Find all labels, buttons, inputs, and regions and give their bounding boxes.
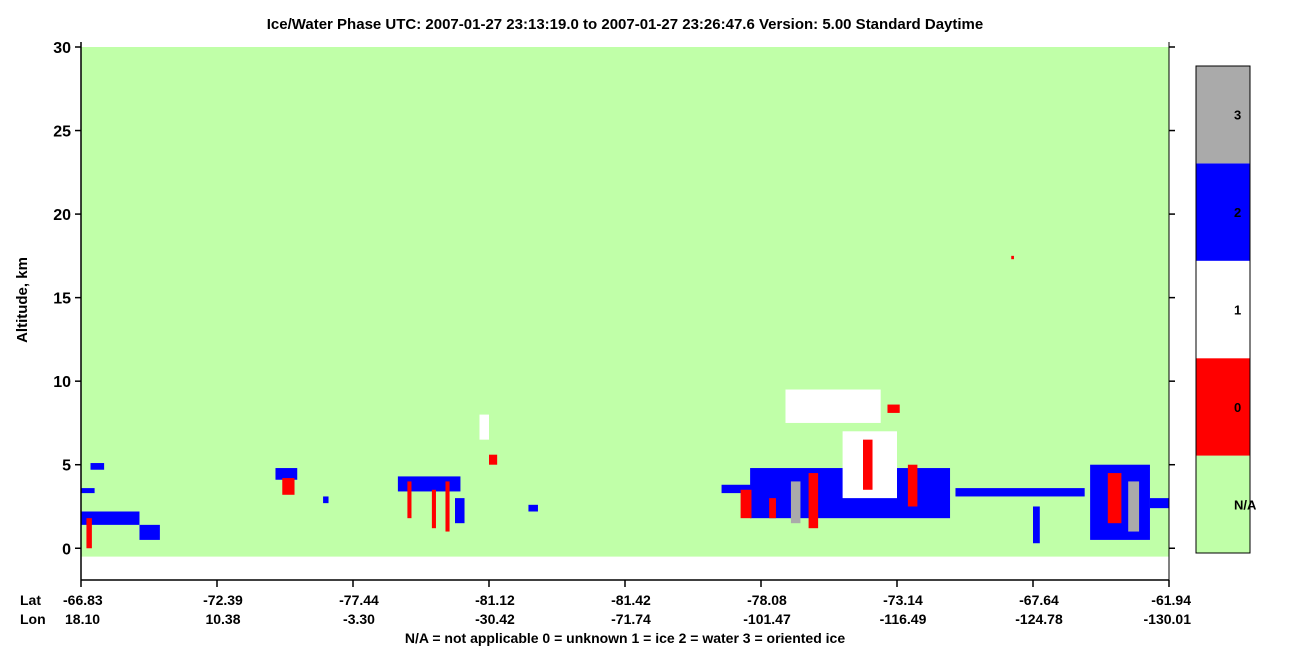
lon-tick-label: -101.47: [743, 611, 791, 627]
chart-title: Ice/Water Phase UTC: 2007-01-27 23:13:19…: [267, 16, 983, 33]
colorbar-frame: [1195, 65, 1251, 554]
phase-feature: [445, 481, 450, 532]
y-tick-label: 5: [62, 458, 71, 475]
colorbar-swatch: [1196, 455, 1250, 553]
lon-tick-label: 10.38: [205, 611, 240, 627]
phase-feature: [740, 489, 752, 519]
phase-feature: [90, 463, 105, 470]
y-tick-label: 15: [53, 291, 71, 308]
phase-feature: [907, 464, 918, 507]
phase-feature: [323, 496, 329, 504]
phase-feature: [1033, 506, 1040, 544]
phase-feature: [721, 484, 760, 494]
lat-tick-label: -81.42: [611, 592, 651, 608]
na-region: [81, 47, 1169, 557]
lat-tick-label: -77.44: [339, 592, 379, 608]
phase-feature: [479, 414, 489, 440]
lat-tick-label: -81.12: [475, 592, 515, 608]
lon-tick-label: -116.49: [880, 611, 927, 627]
phase-feature: [139, 524, 160, 540]
lon-tick-label: -130.01: [1144, 611, 1192, 627]
y-tick-label: 20: [53, 207, 71, 224]
colorbar-swatch: [1196, 358, 1250, 456]
phase-feature: [81, 511, 140, 525]
lat-tick-label: -61.94: [1151, 592, 1191, 608]
colorbar-label: N/A: [1234, 497, 1257, 512]
phase-feature: [790, 481, 801, 524]
phase-feature: [769, 498, 776, 519]
phase-feature: [489, 454, 498, 465]
phase-feature: [785, 389, 881, 423]
colorbar-label: 2: [1234, 205, 1241, 220]
colorbar-label: 1: [1234, 303, 1241, 318]
lon-tick-label: -30.42: [475, 611, 515, 627]
phase-feature: [1149, 498, 1169, 509]
lon-tick-label: -124.78: [1015, 611, 1063, 627]
phase-feature: [955, 488, 1085, 497]
phase-feature: [431, 489, 436, 529]
phase-feature: [397, 476, 461, 492]
phase-feature: [1011, 255, 1014, 260]
phase-feature: [282, 478, 295, 495]
lon-tick-label: -3.30: [343, 611, 375, 627]
lat-tick-label: -73.14: [883, 592, 923, 608]
phase-feature: [863, 439, 873, 490]
lat-tick-label: -67.64: [1019, 592, 1059, 608]
y-tick-label: 25: [53, 124, 71, 141]
lon-tick-label: 18.10: [65, 611, 100, 627]
phase-feature: [887, 404, 900, 413]
lat-label: Lat: [20, 592, 41, 608]
phase-feature: [1128, 481, 1140, 532]
colorbar-label: 0: [1234, 400, 1241, 415]
lat-tick-label: -66.83: [63, 592, 103, 608]
phase-feature: [275, 468, 298, 480]
colorbar-swatch: [1196, 163, 1250, 261]
lat-tick-label: -72.39: [203, 592, 243, 608]
colorbar-swatch: [1196, 66, 1250, 164]
colorbar-swatch: [1196, 260, 1250, 359]
lon-label: Lon: [20, 611, 46, 627]
phase-feature: [81, 488, 95, 494]
y-tick-label: 0: [62, 541, 71, 558]
phase-feature: [1107, 473, 1122, 524]
phase-feature: [808, 473, 819, 529]
phase-feature: [528, 504, 538, 512]
phase-feature: [455, 498, 465, 524]
y-axis-label: Altitude, km: [14, 257, 31, 343]
lat-tick-label: -78.08: [747, 592, 787, 608]
lon-tick-label: -71.74: [611, 611, 651, 627]
y-tick-label: 30: [53, 40, 71, 57]
colorbar-label: 3: [1234, 108, 1241, 123]
phase-feature: [407, 481, 412, 519]
phase-feature: [86, 518, 92, 549]
footnote: N/A = not applicable 0 = unknown 1 = ice…: [405, 630, 845, 646]
y-tick-label: 10: [53, 374, 71, 391]
